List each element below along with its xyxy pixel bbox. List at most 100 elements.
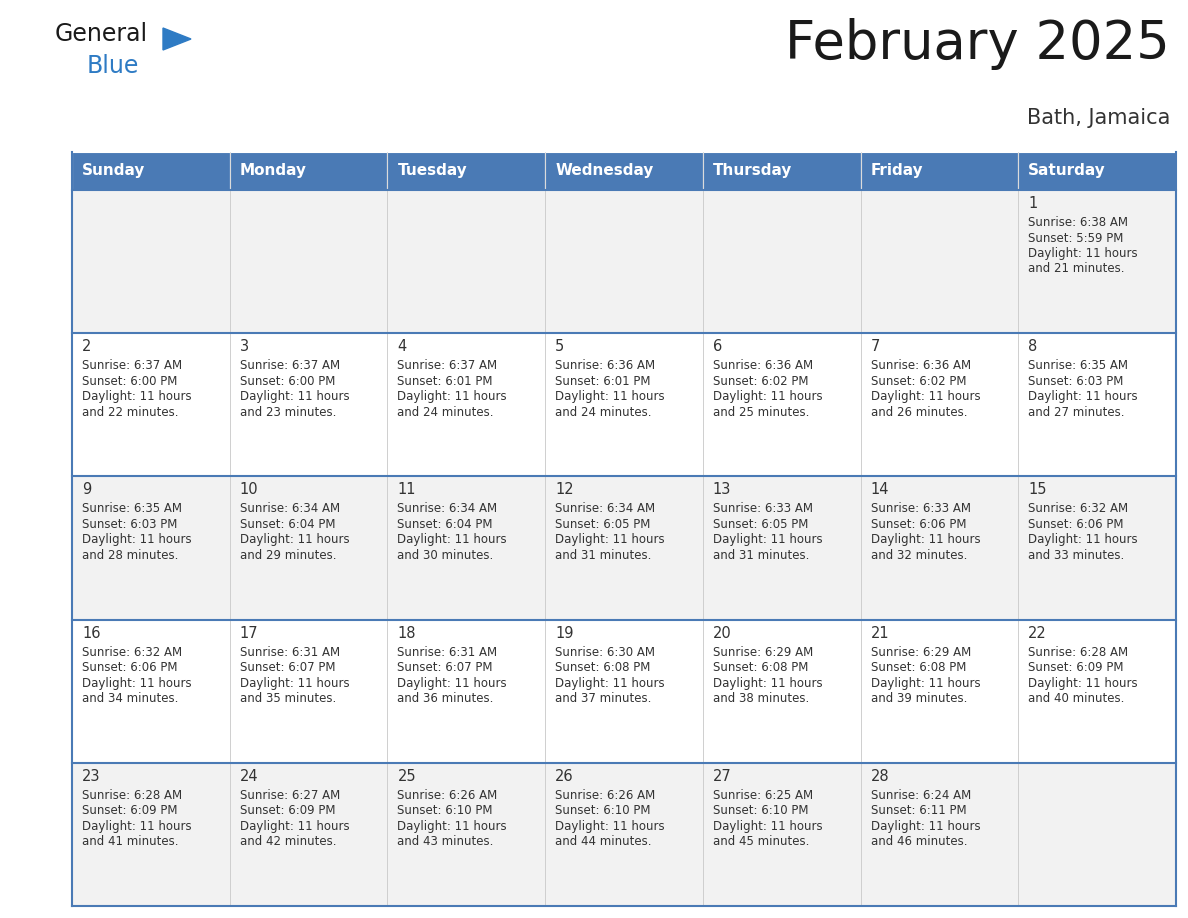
Text: 18: 18 [398,625,416,641]
Text: Tuesday: Tuesday [398,163,467,178]
Text: Daylight: 11 hours: Daylight: 11 hours [555,677,665,689]
Text: Sunrise: 6:31 AM: Sunrise: 6:31 AM [398,645,498,658]
Bar [545,763,703,906]
Text: Daylight: 11 hours: Daylight: 11 hours [398,677,507,689]
Bar [72,152,229,190]
Text: and 32 minutes.: and 32 minutes. [871,549,967,562]
Text: and 34 minutes.: and 34 minutes. [82,692,178,705]
Text: Daylight: 11 hours: Daylight: 11 hours [555,390,665,403]
Text: Sunrise: 6:32 AM: Sunrise: 6:32 AM [1029,502,1129,515]
Bar [703,152,860,190]
Bar [545,333,703,476]
Text: Sunset: 6:01 PM: Sunset: 6:01 PM [398,375,493,387]
Text: Sunrise: 6:28 AM: Sunrise: 6:28 AM [1029,645,1129,658]
Bar [1018,190,1176,333]
Text: Friday: Friday [871,163,923,178]
Text: Saturday: Saturday [1029,163,1106,178]
Text: Daylight: 11 hours: Daylight: 11 hours [871,677,980,689]
Bar [1018,763,1176,906]
Text: Sunset: 6:00 PM: Sunset: 6:00 PM [240,375,335,387]
Text: Daylight: 11 hours: Daylight: 11 hours [240,533,349,546]
Bar [703,763,860,906]
Bar [860,763,1018,906]
Text: Daylight: 11 hours: Daylight: 11 hours [82,820,191,833]
Text: 12: 12 [555,482,574,498]
Bar [229,333,387,476]
Text: 27: 27 [713,768,732,784]
Text: and 21 minutes.: and 21 minutes. [1029,263,1125,275]
Text: Sunset: 6:02 PM: Sunset: 6:02 PM [871,375,966,387]
Text: 11: 11 [398,482,416,498]
Text: Sunset: 5:59 PM: Sunset: 5:59 PM [1029,231,1124,244]
Text: Daylight: 11 hours: Daylight: 11 hours [555,820,665,833]
Text: Sunrise: 6:34 AM: Sunrise: 6:34 AM [555,502,656,515]
Text: and 24 minutes.: and 24 minutes. [398,406,494,419]
Bar [860,333,1018,476]
Text: Daylight: 11 hours: Daylight: 11 hours [713,533,822,546]
Text: 1: 1 [1029,196,1037,211]
Text: 15: 15 [1029,482,1047,498]
Text: Sunset: 6:05 PM: Sunset: 6:05 PM [713,518,808,531]
Text: Daylight: 11 hours: Daylight: 11 hours [82,533,191,546]
Text: Sunset: 6:09 PM: Sunset: 6:09 PM [240,804,335,817]
Bar [72,190,229,333]
Text: Sunset: 6:04 PM: Sunset: 6:04 PM [240,518,335,531]
Text: Daylight: 11 hours: Daylight: 11 hours [398,820,507,833]
Bar [545,620,703,763]
Text: 8: 8 [1029,339,1037,354]
Bar [229,620,387,763]
Text: Sunset: 6:09 PM: Sunset: 6:09 PM [1029,661,1124,674]
Text: and 25 minutes.: and 25 minutes. [713,406,809,419]
Text: Sunrise: 6:24 AM: Sunrise: 6:24 AM [871,789,971,801]
Text: Bath, Jamaica: Bath, Jamaica [1026,108,1170,128]
Text: Sunrise: 6:31 AM: Sunrise: 6:31 AM [240,645,340,658]
Text: and 35 minutes.: and 35 minutes. [240,692,336,705]
Text: 3: 3 [240,339,248,354]
Text: and 28 minutes.: and 28 minutes. [82,549,178,562]
Bar [545,190,703,333]
Text: and 40 minutes.: and 40 minutes. [1029,692,1125,705]
Text: Daylight: 11 hours: Daylight: 11 hours [1029,247,1138,260]
Text: 28: 28 [871,768,889,784]
Bar [860,620,1018,763]
Text: Blue: Blue [87,54,139,78]
Bar [72,620,229,763]
Text: 17: 17 [240,625,258,641]
Text: Sunrise: 6:34 AM: Sunrise: 6:34 AM [398,502,498,515]
Text: Daylight: 11 hours: Daylight: 11 hours [1029,677,1138,689]
Text: 4: 4 [398,339,406,354]
Bar [1018,476,1176,620]
Polygon shape [163,28,191,50]
Text: Sunrise: 6:36 AM: Sunrise: 6:36 AM [871,359,971,372]
Text: Daylight: 11 hours: Daylight: 11 hours [713,677,822,689]
Text: 23: 23 [82,768,101,784]
Text: and 31 minutes.: and 31 minutes. [713,549,809,562]
Text: Daylight: 11 hours: Daylight: 11 hours [398,390,507,403]
Text: and 30 minutes.: and 30 minutes. [398,549,494,562]
Text: Sunset: 6:04 PM: Sunset: 6:04 PM [398,518,493,531]
Text: Sunrise: 6:29 AM: Sunrise: 6:29 AM [713,645,813,658]
Text: Sunrise: 6:37 AM: Sunrise: 6:37 AM [82,359,182,372]
Bar [545,476,703,620]
Bar [387,620,545,763]
Text: 7: 7 [871,339,880,354]
Bar [229,152,387,190]
Text: Sunset: 6:03 PM: Sunset: 6:03 PM [82,518,177,531]
Text: 22: 22 [1029,625,1047,641]
Text: Sunset: 6:08 PM: Sunset: 6:08 PM [871,661,966,674]
Text: Sunset: 6:02 PM: Sunset: 6:02 PM [713,375,808,387]
Bar [860,476,1018,620]
Text: Monday: Monday [240,163,307,178]
Text: Sunrise: 6:35 AM: Sunrise: 6:35 AM [82,502,182,515]
Text: and 29 minutes.: and 29 minutes. [240,549,336,562]
Bar [72,333,229,476]
Text: Sunset: 6:06 PM: Sunset: 6:06 PM [871,518,966,531]
Text: Daylight: 11 hours: Daylight: 11 hours [82,677,191,689]
Text: Daylight: 11 hours: Daylight: 11 hours [713,390,822,403]
Text: Sunrise: 6:35 AM: Sunrise: 6:35 AM [1029,359,1129,372]
Text: Daylight: 11 hours: Daylight: 11 hours [871,820,980,833]
Bar [703,620,860,763]
Text: Sunrise: 6:26 AM: Sunrise: 6:26 AM [555,789,656,801]
Text: Daylight: 11 hours: Daylight: 11 hours [240,677,349,689]
Text: Daylight: 11 hours: Daylight: 11 hours [713,820,822,833]
